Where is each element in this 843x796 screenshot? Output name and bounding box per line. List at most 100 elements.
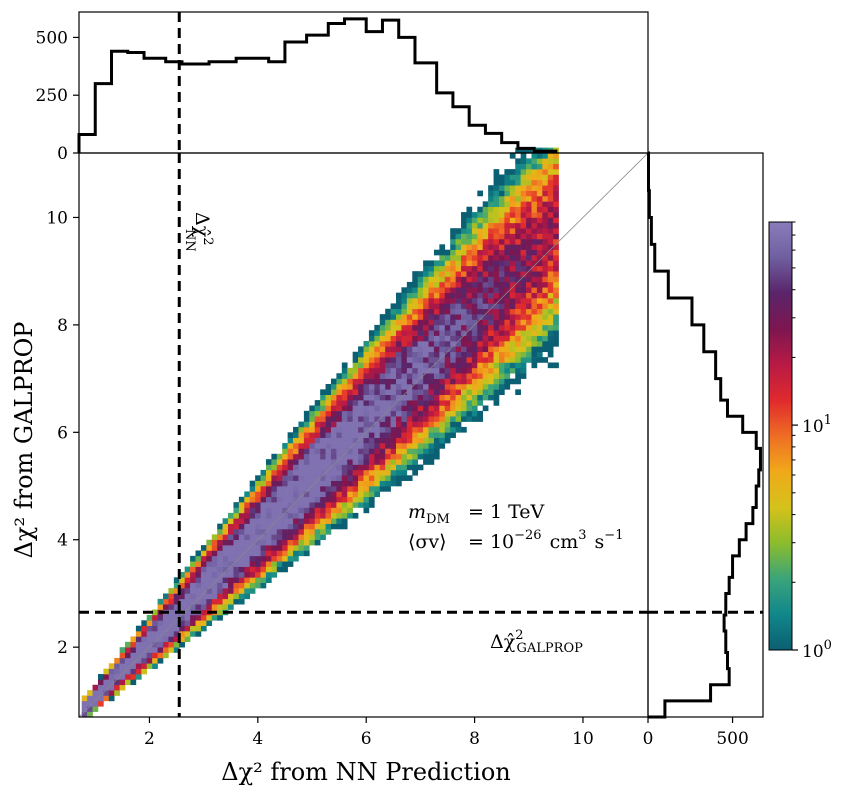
heatmap-cell xyxy=(374,383,381,390)
heatmap-cell xyxy=(553,260,559,267)
heatmap-cell xyxy=(547,169,554,175)
heatmap-cell xyxy=(287,459,294,465)
heatmap-cell xyxy=(542,314,549,320)
heatmap-cell xyxy=(553,190,559,197)
heatmap-cell xyxy=(276,523,283,530)
heatmap-cell xyxy=(482,298,489,304)
heatmap-cell xyxy=(298,475,305,481)
heatmap-cell xyxy=(433,314,440,320)
heatmap-cell xyxy=(314,432,321,438)
heatmap-cell xyxy=(428,437,435,444)
heatmap-cell xyxy=(244,507,250,514)
heatmap-cell xyxy=(206,604,213,610)
heatmap-cell xyxy=(428,271,435,277)
heatmap-cell xyxy=(352,416,359,422)
heatmap-cell xyxy=(498,362,505,369)
heatmap-cell xyxy=(352,486,359,492)
heatmap-cell xyxy=(97,674,104,680)
heatmap-cell xyxy=(265,523,272,530)
heatmap-cell xyxy=(179,604,185,610)
heatmap-cell xyxy=(461,351,467,358)
heatmap-cell xyxy=(488,367,494,374)
heatmap-cell xyxy=(293,502,299,508)
heatmap-cell xyxy=(406,405,413,412)
heatmap-cell xyxy=(325,491,332,498)
heatmap-cell xyxy=(509,249,516,256)
heatmap-cell xyxy=(547,341,554,347)
heatmap-cell xyxy=(163,647,169,653)
heatmap-cell xyxy=(309,453,316,460)
heatmap-cell xyxy=(509,346,516,353)
heatmap-cell xyxy=(482,394,489,401)
heatmap-cell xyxy=(412,330,418,336)
heatmap-cell xyxy=(330,437,337,444)
heatmap-cell xyxy=(509,378,516,385)
heatmap-cell xyxy=(488,222,494,229)
heatmap-cell xyxy=(466,308,473,315)
heatmap-cell xyxy=(146,663,153,669)
heatmap-cell xyxy=(423,432,429,438)
heatmap-cell xyxy=(504,314,511,320)
heatmap-cell xyxy=(466,362,473,369)
heatmap-cell xyxy=(314,507,321,514)
heatmap-cell xyxy=(195,588,202,594)
heatmap-cell xyxy=(217,566,223,573)
heatmap-cell xyxy=(200,620,207,626)
heatmap-cell xyxy=(488,265,494,272)
heatmap-cell xyxy=(244,577,250,584)
heatmap-cell xyxy=(542,298,549,304)
heatmap-cell xyxy=(396,319,402,326)
heatmap-cell xyxy=(293,437,299,444)
heatmap-cell xyxy=(504,255,511,261)
heatmap-cell xyxy=(455,308,462,315)
heatmap-cell xyxy=(358,480,364,487)
heatmap-cell xyxy=(265,577,272,584)
heatmap-cell xyxy=(439,281,446,288)
heatmap-cell xyxy=(526,330,532,336)
heatmap-cell xyxy=(287,448,294,455)
heatmap-cell xyxy=(509,238,516,245)
heatmap-cell xyxy=(488,281,494,288)
heatmap-cell xyxy=(363,400,370,406)
heatmap-cell xyxy=(260,550,267,557)
heatmap-cell xyxy=(477,206,484,213)
heatmap-cell xyxy=(368,480,375,487)
heatmap-cell xyxy=(439,432,446,438)
heatmap-cell xyxy=(309,443,316,449)
heatmap-cell xyxy=(303,545,310,551)
heatmap-cell xyxy=(347,378,353,385)
heatmap-cell xyxy=(515,249,521,256)
heatmap-cell xyxy=(482,308,489,315)
heatmap-cell xyxy=(385,405,391,412)
heatmap-cell xyxy=(130,647,137,653)
heatmap-cell xyxy=(255,571,261,578)
heatmap-cell xyxy=(303,529,310,535)
heatmap-cell xyxy=(390,437,397,444)
heatmap-cell xyxy=(125,647,131,653)
heatmap-cell xyxy=(553,174,559,181)
y-axis-label: Δχ² from GALPROP xyxy=(10,322,38,559)
heatmap-cell xyxy=(428,319,435,326)
heatmap-cell xyxy=(374,486,381,492)
heatmap-cell xyxy=(325,394,332,401)
heatmap-cell xyxy=(509,217,516,224)
heatmap-cell xyxy=(526,298,532,304)
heatmap-cell xyxy=(466,410,473,417)
heatmap-cell xyxy=(504,195,511,202)
heatmap-cell xyxy=(130,636,137,643)
heatmap-cell xyxy=(293,448,299,455)
heatmap-cell xyxy=(271,496,278,503)
heatmap-cell xyxy=(433,437,440,444)
heatmap-cell xyxy=(520,346,527,353)
heatmap-cell xyxy=(444,389,451,396)
heatmap-cell xyxy=(179,598,185,605)
heatmap-cell xyxy=(542,244,549,250)
heatmap-cell xyxy=(233,502,240,508)
heatmap-cell xyxy=(217,555,223,562)
heatmap-cell xyxy=(509,367,516,374)
heatmap-cell xyxy=(309,405,316,412)
heatmap-cell xyxy=(222,582,229,589)
heatmap-cell xyxy=(412,281,418,288)
heatmap-cell xyxy=(341,443,348,449)
